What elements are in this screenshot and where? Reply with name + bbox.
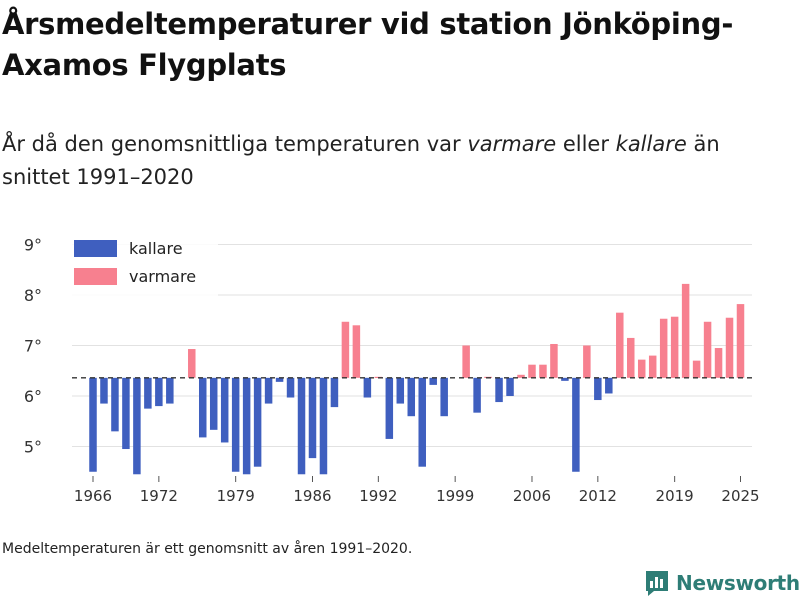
bar-1985 bbox=[297, 377, 306, 475]
x-tick-label-1992: 1992 bbox=[359, 487, 397, 505]
bar-1998 bbox=[440, 377, 448, 417]
y-tick-label-9: 9° bbox=[24, 236, 42, 255]
x-tick-label-2019: 2019 bbox=[656, 487, 694, 505]
bar-2001 bbox=[473, 377, 481, 413]
bar-2020 bbox=[681, 283, 690, 378]
bar-1975 bbox=[188, 349, 196, 378]
bar-1971 bbox=[144, 377, 152, 409]
newsworthy-logo[interactable]: Newsworthy bbox=[644, 567, 800, 599]
subtitle-text-2: eller bbox=[556, 132, 616, 156]
bar-1990 bbox=[352, 325, 361, 378]
bar-1973 bbox=[166, 377, 174, 404]
bar-1968 bbox=[111, 377, 119, 432]
y-tick-label-8: 8° bbox=[24, 286, 42, 305]
bar-1996 bbox=[418, 377, 426, 467]
bar-1993 bbox=[385, 377, 394, 439]
bar-2024 bbox=[725, 317, 734, 378]
bar-2018 bbox=[659, 318, 668, 378]
subtitle-warm-word: varmare bbox=[467, 132, 557, 156]
x-tick-label-2012: 2012 bbox=[579, 487, 617, 505]
bar-1976 bbox=[198, 377, 207, 438]
bar-1983 bbox=[275, 377, 284, 382]
legend-label-varmare: varmare bbox=[129, 267, 196, 286]
bar-1989 bbox=[341, 321, 350, 378]
subtitle-text-3: än snittet 1991–2020 bbox=[2, 132, 720, 189]
bar-2021 bbox=[692, 360, 701, 378]
bar-1984 bbox=[286, 377, 295, 398]
bar-1988 bbox=[330, 377, 339, 408]
bar-2000 bbox=[462, 345, 470, 378]
bar-1977 bbox=[209, 377, 218, 430]
legend-swatch-varmare bbox=[74, 268, 117, 285]
bar-2012 bbox=[594, 377, 602, 401]
chart-subtitle: År då den genomsnittliga temperaturen va… bbox=[2, 128, 792, 194]
x-tick-label-1979: 1979 bbox=[217, 487, 255, 505]
chart-title: Årsmedeltemperaturer vid station Jönköpi… bbox=[2, 7, 734, 82]
bar-1970 bbox=[133, 377, 141, 475]
bar-1994 bbox=[396, 377, 405, 404]
bar-2022 bbox=[703, 321, 712, 378]
bar-2025 bbox=[736, 304, 745, 378]
y-tick-label-7: 7° bbox=[24, 337, 42, 356]
subtitle-text-1: År då den genomsnittliga temperaturen va… bbox=[2, 132, 468, 156]
bar-2013 bbox=[605, 377, 613, 394]
bar-1969 bbox=[122, 377, 130, 450]
bar-1980 bbox=[242, 377, 251, 475]
bar-1966 bbox=[89, 377, 97, 472]
bar-2008 bbox=[550, 343, 558, 378]
bar-2016 bbox=[637, 359, 646, 378]
bar-2005 bbox=[517, 374, 525, 378]
x-tick-label-2025: 2025 bbox=[721, 487, 759, 505]
bar-1997 bbox=[429, 377, 437, 385]
bar-2009 bbox=[561, 377, 569, 381]
y-tick-label-5: 5° bbox=[24, 438, 42, 457]
x-tick-label-1986: 1986 bbox=[293, 487, 331, 505]
bar-2007 bbox=[539, 364, 547, 378]
bar-1987 bbox=[319, 377, 328, 475]
bar-1978 bbox=[220, 377, 229, 443]
bar-1967 bbox=[100, 377, 108, 404]
bar-1979 bbox=[231, 377, 240, 472]
bar-2003 bbox=[495, 377, 503, 403]
bar-2015 bbox=[627, 337, 635, 378]
bar-1981 bbox=[253, 377, 262, 467]
footnote: Medeltemperaturen är ett genomsnitt av å… bbox=[2, 541, 413, 557]
bar-2004 bbox=[506, 377, 514, 396]
newsworthy-logo-icon bbox=[646, 571, 668, 596]
bar-2014 bbox=[616, 312, 624, 378]
x-tick-label-2006: 2006 bbox=[513, 487, 551, 505]
bar-1972 bbox=[155, 377, 163, 407]
bar-1982 bbox=[264, 377, 273, 404]
x-tick-label-1972: 1972 bbox=[140, 487, 178, 505]
x-tick-label-1999: 1999 bbox=[436, 487, 474, 505]
bar-1995 bbox=[407, 377, 416, 417]
bar-2006 bbox=[528, 364, 536, 378]
y-tick-label-6: 6° bbox=[24, 387, 42, 406]
temperature-bar-chart: 5° 6° 7° 8° 9° 1966 1972 1979 1986 1992 1999 2006 20… bbox=[24, 234, 760, 505]
x-tick-label-1966: 1966 bbox=[74, 487, 112, 505]
bar-2019 bbox=[670, 316, 679, 378]
newsworthy-brand-name: Newsworthy bbox=[676, 571, 800, 595]
legend-label-kallare: kallare bbox=[129, 239, 183, 258]
bar-2011 bbox=[583, 345, 591, 378]
subtitle-cold-word: kallare bbox=[615, 132, 687, 156]
bar-2010 bbox=[572, 377, 580, 472]
bar-2017 bbox=[648, 355, 657, 378]
legend-swatch-kallare bbox=[74, 240, 117, 257]
bar-1991 bbox=[363, 377, 372, 398]
bar-1986 bbox=[308, 377, 317, 459]
bar-2023 bbox=[714, 348, 723, 378]
